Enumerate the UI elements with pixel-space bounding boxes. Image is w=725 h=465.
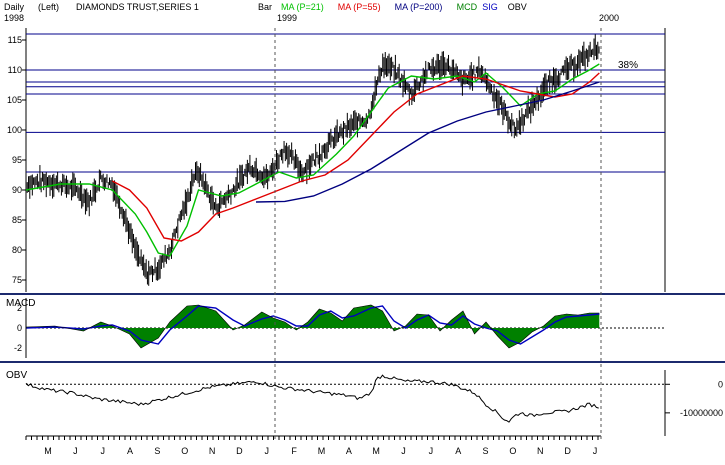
price-tick-label: 80 — [12, 245, 22, 255]
price-tick-label: 85 — [12, 215, 22, 225]
legend-item-0: MA (P=21) — [281, 2, 324, 12]
month-label-3: A — [127, 446, 133, 456]
price-tick-label: 75 — [12, 275, 22, 285]
year-label-mid: 1999 — [277, 13, 297, 23]
month-label-12: M — [372, 446, 380, 456]
ma-line-0 — [25, 63, 600, 257]
price-axis: 115 110 105 100 95 90 85 80 75 — [7, 35, 26, 285]
macd-tick-label: 0 — [17, 323, 22, 333]
month-label-18: N — [537, 446, 544, 456]
obv-axis: 0 -10000000 — [664, 370, 723, 436]
year-label-right: 2000 — [599, 13, 619, 23]
obv-panel-label: OBV — [6, 370, 27, 381]
legend-item-2: MA (P=200) — [395, 2, 443, 12]
year-label-left: 1998 — [4, 13, 24, 23]
price-tick-label: 95 — [12, 155, 22, 165]
macd-tick-label: -2 — [14, 343, 22, 353]
month-label-1: J — [73, 446, 78, 456]
period-label: Daily — [4, 2, 25, 12]
price-lines — [25, 63, 600, 257]
macd-panel-label: MACD — [6, 298, 35, 309]
scale-label: (Left) — [38, 2, 59, 12]
macd-tick-label: 2 — [17, 303, 22, 313]
obv-panel: OBV 0 -10000000 — [6, 370, 723, 436]
obv-lines — [25, 374, 665, 423]
month-label-11: A — [346, 446, 352, 456]
price-tick-label: 115 — [8, 35, 22, 45]
price-tick-label: 100 — [7, 125, 22, 135]
price-tick-label: 90 — [12, 185, 22, 195]
legend-item-4: SIG — [482, 2, 498, 12]
legend-item-1: MA (P=55) — [338, 2, 381, 12]
chart-title: DIAMONDS TRUST,SERIES 1 — [76, 2, 199, 12]
ma-line-1 — [111, 72, 600, 242]
month-label-17: O — [509, 446, 516, 456]
month-label-4: S — [154, 446, 160, 456]
price-bars — [25, 34, 600, 286]
month-label-19: D — [564, 446, 571, 456]
month-label-10: M — [318, 446, 326, 456]
month-label-6: N — [209, 446, 216, 456]
ma-line-2 — [255, 81, 600, 203]
price-panel: 115 110 105 100 95 90 85 80 75 38% — [7, 28, 666, 292]
macd-histogram-area — [26, 305, 600, 348]
month-label-20: J — [593, 446, 598, 456]
month-label-8: J — [265, 446, 270, 456]
macd-line — [25, 304, 600, 349]
macd-area — [25, 304, 665, 349]
price-guides — [25, 28, 666, 292]
legend-item-5: OBV — [508, 2, 527, 12]
month-label-16: S — [483, 446, 489, 456]
price-tick-label: 110 — [8, 65, 22, 75]
macd-axis: 2 0 -2 — [14, 298, 27, 358]
month-label-2: J — [100, 446, 105, 456]
month-label-5: O — [181, 446, 188, 456]
month-label-13: J — [401, 446, 406, 456]
price-tick-label: 105 — [7, 95, 22, 105]
obv-tick-label: -10000000 — [680, 408, 723, 418]
month-label-7: D — [236, 446, 243, 456]
obv-tick-label: 0 — [718, 379, 723, 389]
month-label-0: M — [44, 446, 52, 456]
macd-panel: MACD 2 0 -2 — [6, 298, 665, 358]
month-label-9: F — [291, 446, 297, 456]
legend: MA (P=21) MA (P=55) MA (P=200) MCD SIG OBV — [281, 2, 527, 12]
obv-line — [25, 374, 599, 423]
month-label-15: A — [455, 446, 461, 456]
month-label-14: J — [429, 446, 434, 456]
fib-38-label: 38% — [618, 60, 638, 71]
style-label: Bar — [258, 2, 272, 12]
legend-item-3: MCD — [457, 2, 478, 12]
